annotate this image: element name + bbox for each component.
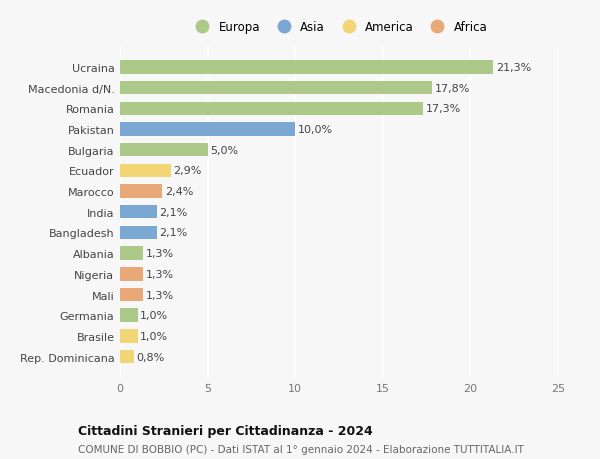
Text: 2,1%: 2,1% xyxy=(160,207,188,217)
Text: 17,3%: 17,3% xyxy=(426,104,461,114)
Bar xyxy=(120,82,432,95)
Bar xyxy=(120,330,137,343)
Bar xyxy=(120,350,134,364)
Bar xyxy=(120,123,295,136)
Text: 1,0%: 1,0% xyxy=(140,331,168,341)
Bar xyxy=(120,247,143,260)
Bar xyxy=(120,309,137,322)
Text: 17,8%: 17,8% xyxy=(434,84,470,93)
Bar xyxy=(120,226,157,240)
Bar xyxy=(120,288,143,302)
Legend: Europa, Asia, America, Africa: Europa, Asia, America, Africa xyxy=(188,18,490,36)
Text: 2,9%: 2,9% xyxy=(173,166,202,176)
Bar xyxy=(120,164,171,178)
Bar xyxy=(120,268,143,281)
Text: 21,3%: 21,3% xyxy=(496,63,531,73)
Text: 1,3%: 1,3% xyxy=(145,249,173,258)
Text: 0,8%: 0,8% xyxy=(137,352,165,362)
Text: 1,3%: 1,3% xyxy=(145,290,173,300)
Text: COMUNE DI BOBBIO (PC) - Dati ISTAT al 1° gennaio 2024 - Elaborazione TUTTITALIA.: COMUNE DI BOBBIO (PC) - Dati ISTAT al 1°… xyxy=(78,444,524,454)
Text: 5,0%: 5,0% xyxy=(210,146,238,155)
Text: 10,0%: 10,0% xyxy=(298,125,333,134)
Bar xyxy=(120,102,423,116)
Text: 1,0%: 1,0% xyxy=(140,311,168,320)
Text: 1,3%: 1,3% xyxy=(145,269,173,279)
Text: Cittadini Stranieri per Cittadinanza - 2024: Cittadini Stranieri per Cittadinanza - 2… xyxy=(78,425,373,437)
Bar xyxy=(120,61,493,74)
Text: 2,1%: 2,1% xyxy=(160,228,188,238)
Bar xyxy=(120,144,208,157)
Text: 2,4%: 2,4% xyxy=(164,187,193,196)
Bar xyxy=(120,185,162,198)
Bar xyxy=(120,206,157,219)
